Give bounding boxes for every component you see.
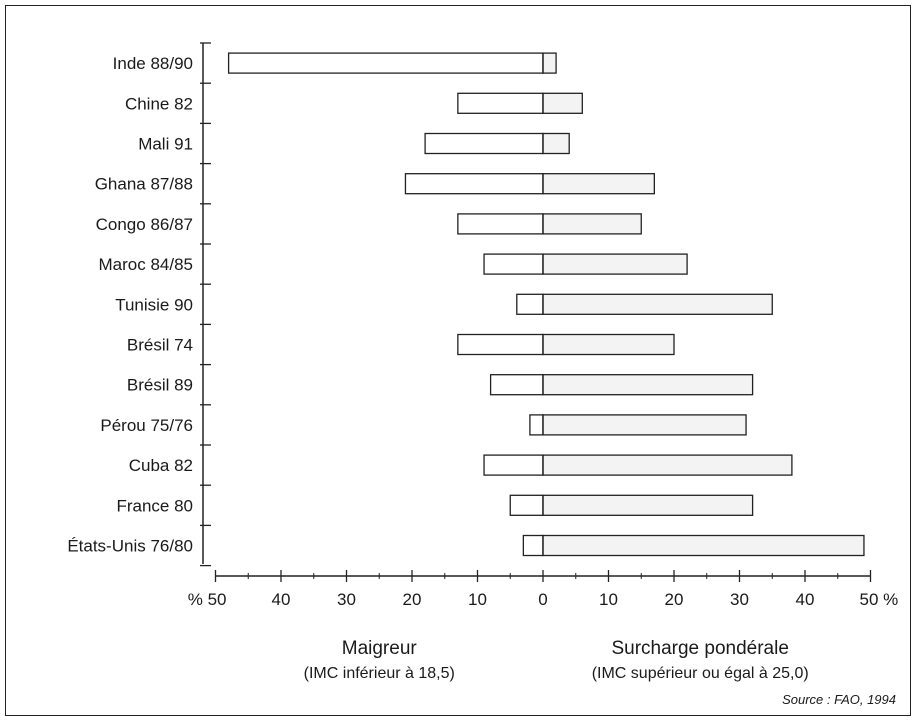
category-label: Maroc 84/85 (99, 255, 194, 274)
source-note: Source : FAO, 1994 (782, 692, 896, 707)
category-label: Chine 82 (125, 94, 193, 113)
value-tick-label: 10 (599, 590, 618, 609)
right-axis-title: Surcharge pondérale (611, 638, 788, 659)
value-tick-label: 10 (468, 590, 487, 609)
category-label: Brésil 89 (127, 376, 193, 395)
bar-maigreur (457, 213, 544, 235)
bar-surcharge (542, 534, 865, 557)
bar-surcharge (542, 253, 688, 275)
bar-surcharge (542, 414, 747, 436)
left-axis-subtitle: (IMC inférieur à 18,5) (304, 665, 455, 682)
bar-maigreur (529, 414, 544, 436)
value-tick-label: 40 (796, 590, 815, 609)
category-label: Mali 91 (138, 135, 193, 154)
value-tick-label: 30 (337, 590, 356, 609)
bar-surcharge (542, 213, 642, 235)
value-tick-label: 50 % (860, 590, 899, 609)
bar-maigreur (404, 173, 544, 195)
diverging-bar-chart: Inde 88/90 Chine 82 Mali 91 Ghana 87/88 Cong… (67, 42, 899, 682)
bar-surcharge (542, 173, 655, 195)
category-label: Ghana 87/88 (95, 175, 193, 194)
value-tick-label: 40 (272, 590, 291, 609)
bar-maigreur (509, 494, 544, 516)
bar-surcharge (542, 92, 583, 114)
right-axis-subtitle: (IMC supérieur ou égal à 25,0) (592, 665, 809, 682)
category-label: Brésil 74 (127, 336, 193, 355)
bar-maigreur (516, 293, 544, 315)
value-tick-label: 0 (538, 590, 547, 609)
value-tick-label: 20 (665, 590, 684, 609)
bar-maigreur (227, 52, 544, 74)
bar-surcharge (542, 494, 754, 516)
value-tick-label: 20 (403, 590, 422, 609)
category-label: États-Unis 76/80 (67, 537, 193, 556)
bar-surcharge (542, 374, 754, 396)
bar-maigreur (489, 374, 544, 396)
category-label: France 80 (116, 496, 193, 515)
bar-surcharge (542, 333, 675, 356)
category-label: Cuba 82 (129, 456, 193, 475)
bar-maigreur (457, 92, 544, 114)
bar-maigreur (483, 253, 544, 275)
category-label: Congo 86/87 (96, 215, 193, 234)
chart-frame: Inde 88/90 Chine 82 Mali 91 Ghana 87/88 Cong… (5, 5, 911, 716)
bar-maigreur (457, 333, 544, 356)
value-tick-label: 30 (730, 590, 749, 609)
bar-maigreur (483, 454, 544, 476)
bar-surcharge (542, 132, 570, 155)
value-tick-label: % 50 (188, 590, 227, 609)
bar-maigreur (424, 132, 544, 155)
bar-surcharge (542, 293, 773, 315)
bar-surcharge (542, 454, 793, 476)
category-label: Tunisie 90 (115, 295, 193, 314)
category-label: Inde 88/90 (113, 54, 193, 73)
left-axis-title: Maigreur (342, 638, 418, 659)
category-label: Pérou 75/76 (100, 416, 193, 435)
bar-surcharge (542, 52, 557, 74)
bar-maigreur (522, 534, 544, 557)
